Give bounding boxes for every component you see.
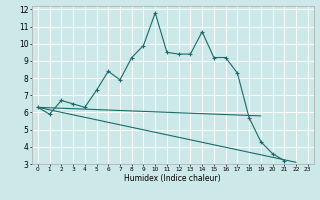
X-axis label: Humidex (Indice chaleur): Humidex (Indice chaleur) [124, 174, 221, 183]
